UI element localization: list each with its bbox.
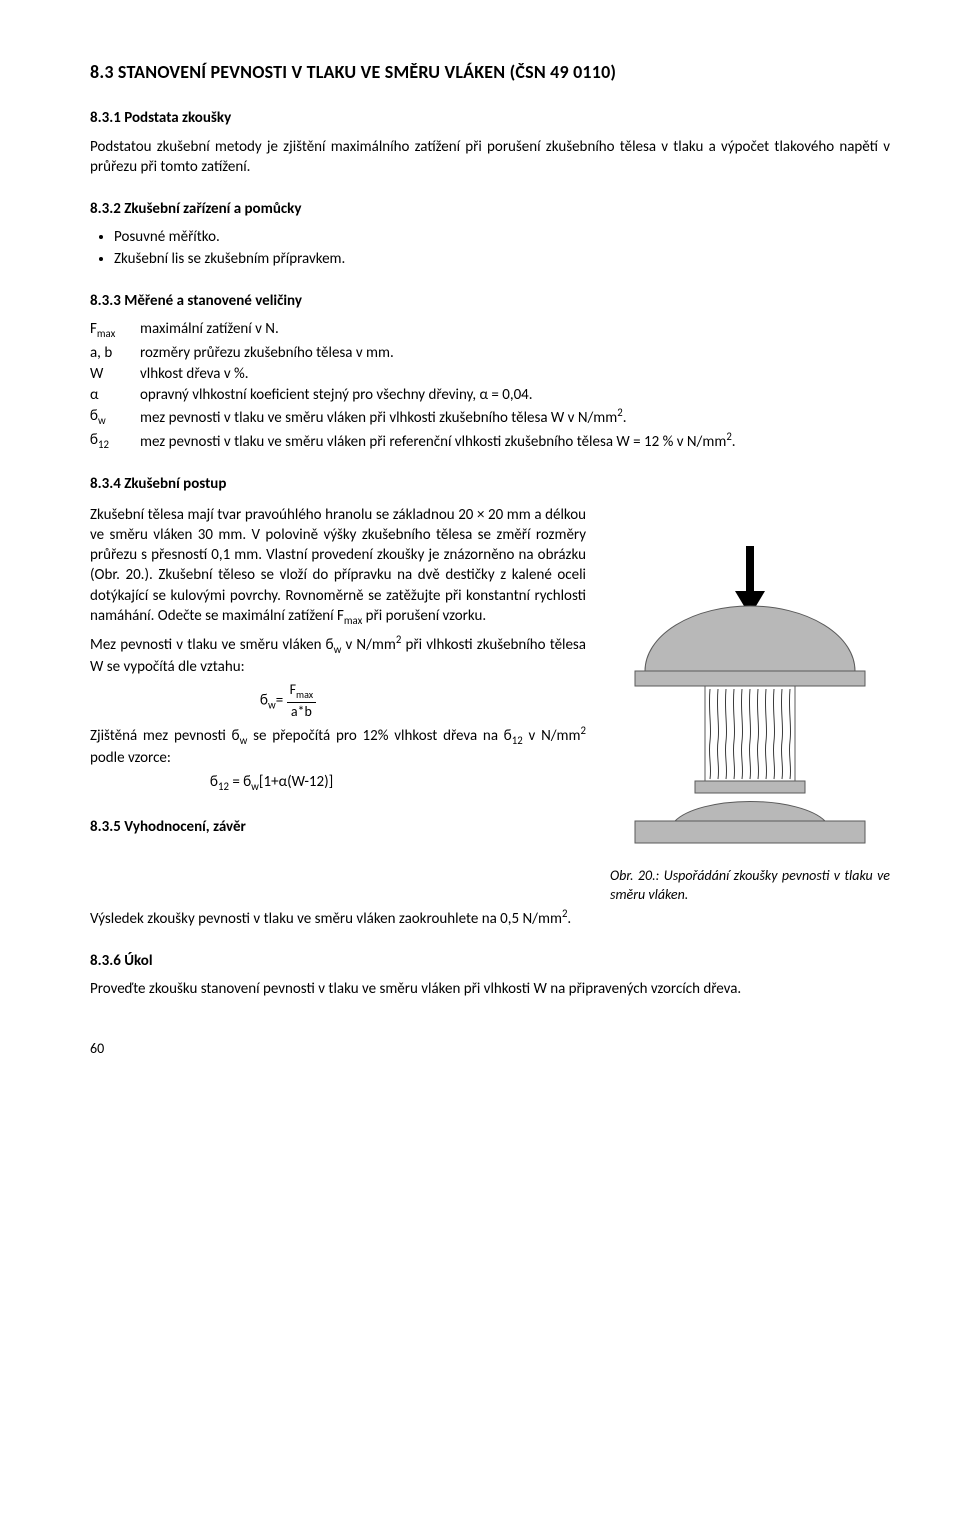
def-row: a, b rozměry průřezu zkušebního tělesa v…: [90, 343, 890, 363]
bullet-list-832: Posuvné měřítko. Zkušební lis se zkušebn…: [90, 227, 890, 269]
paragraph-831: Podstatou zkušební metody je zjištění ma…: [90, 137, 890, 178]
page-number: 60: [90, 1040, 890, 1059]
heading-8-3: 8.3 STANOVENÍ PEVNOSTI V TLAKU VE SMĚRU …: [90, 60, 890, 84]
heading-8-3-6: 8.3.6 Úkol: [90, 951, 890, 971]
def-symbol: ϭ12: [90, 430, 140, 453]
section-834: Zkušební tělesa mají tvar pravoúhlého hr…: [90, 503, 890, 905]
heading-8-3-5: 8.3.5 Vyhodnocení, závěr: [90, 817, 586, 837]
def-symbol: a, b: [90, 343, 140, 363]
def-text: mez pevnosti v tlaku ve směru vláken při…: [140, 430, 890, 452]
section-834-text: Zkušební tělesa mají tvar pravoúhlého hr…: [90, 503, 586, 846]
list-item: Posuvné měřítko.: [114, 227, 890, 247]
def-text: vlhkost dřeva v %.: [140, 364, 890, 384]
definition-list: Fmax maximální zatížení v N. a, b rozměr…: [90, 319, 890, 452]
paragraph-834b: Mez pevnosti v tlaku ve směru vláken ϭw …: [90, 633, 586, 678]
def-symbol: Fmax: [90, 319, 140, 342]
formula-1: ϭw= Fmax a*b: [260, 681, 586, 721]
def-row: ϭ12 mez pevnosti v tlaku ve směru vláken…: [90, 430, 890, 453]
def-symbol: α: [90, 385, 140, 405]
heading-8-3-3: 8.3.3 Měřené a stanovené veličiny: [90, 291, 890, 311]
figure-caption: Obr. 20.: Uspořádání zkoušky pevnosti v …: [610, 867, 890, 905]
def-text: opravný vlhkostní koeficient stejný pro …: [140, 385, 890, 405]
def-symbol: W: [90, 364, 140, 384]
formula-2: ϭ12 = ϭw[1+α(W-12)]: [210, 772, 586, 795]
def-row: Fmax maximální zatížení v N.: [90, 319, 890, 342]
def-symbol: ϭw: [90, 406, 140, 429]
paragraph-834c: Zjištěná mez pevnosti ϭw se přepočítá pr…: [90, 724, 586, 769]
heading-8-3-2: 8.3.2 Zkušební zařízení a pomůcky: [90, 199, 890, 219]
compression-test-diagram: [610, 541, 890, 851]
paragraph-836: Proveďte zkoušku stanovení pevnosti v tl…: [90, 979, 890, 999]
heading-8-3-1: 8.3.1 Podstata zkoušky: [90, 108, 890, 128]
figure-20: Obr. 20.: Uspořádání zkoušky pevnosti v …: [610, 541, 890, 905]
def-row: α opravný vlhkostní koeficient stejný pr…: [90, 385, 890, 405]
list-item: Zkušební lis se zkušebním přípravkem.: [114, 249, 890, 269]
paragraph-834a: Zkušební tělesa mají tvar pravoúhlého hr…: [90, 505, 586, 629]
def-text: rozměry průřezu zkušebního tělesa v mm.: [140, 343, 890, 363]
def-text: mez pevnosti v tlaku ve směru vláken při…: [140, 406, 890, 428]
heading-8-3-4: 8.3.4 Zkušební postup: [90, 474, 890, 494]
paragraph-835: Výsledek zkoušky pevnosti v tlaku ve smě…: [90, 907, 890, 929]
def-text: maximální zatížení v N.: [140, 319, 890, 339]
def-row: W vlhkost dřeva v %.: [90, 364, 890, 384]
def-row: ϭw mez pevnosti v tlaku ve směru vláken …: [90, 406, 890, 429]
